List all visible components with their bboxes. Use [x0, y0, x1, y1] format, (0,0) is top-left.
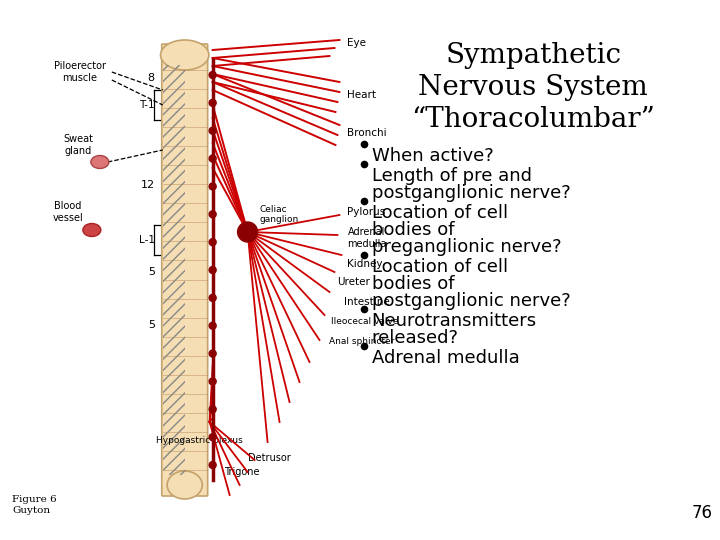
Circle shape: [210, 211, 216, 218]
Text: bodies of: bodies of: [372, 221, 454, 239]
Ellipse shape: [161, 40, 209, 70]
Circle shape: [210, 294, 216, 301]
Circle shape: [210, 434, 216, 441]
Text: postganglionic nerve?: postganglionic nerve?: [372, 184, 570, 202]
Text: preganglionic nerve?: preganglionic nerve?: [372, 238, 561, 256]
Text: Figure 6
Guyton: Figure 6 Guyton: [12, 495, 57, 515]
FancyBboxPatch shape: [162, 44, 207, 496]
Text: Ureter: Ureter: [338, 277, 370, 287]
Circle shape: [210, 155, 216, 162]
Circle shape: [238, 222, 258, 242]
Text: postganglionic nerve?: postganglionic nerve?: [372, 292, 570, 310]
Text: L-1: L-1: [139, 235, 155, 245]
Ellipse shape: [167, 471, 202, 499]
Circle shape: [210, 378, 216, 385]
Text: T-1: T-1: [139, 100, 155, 110]
Circle shape: [210, 239, 216, 246]
Text: Detrusor: Detrusor: [248, 453, 290, 463]
Circle shape: [210, 406, 216, 413]
Text: Neurotransmitters: Neurotransmitters: [372, 312, 536, 330]
Circle shape: [210, 99, 216, 106]
Circle shape: [210, 350, 216, 357]
Text: Nervous System: Nervous System: [418, 74, 648, 101]
Text: Eye: Eye: [348, 38, 366, 48]
Text: released?: released?: [372, 329, 459, 347]
Text: Hypogastric plexus: Hypogastric plexus: [156, 436, 243, 445]
Ellipse shape: [91, 156, 109, 168]
Text: Kidney: Kidney: [348, 259, 383, 269]
Text: 8: 8: [148, 73, 155, 83]
Circle shape: [210, 462, 216, 469]
Text: Sympathetic: Sympathetic: [445, 42, 621, 69]
Text: Blood
vessel: Blood vessel: [53, 201, 84, 223]
Text: 5: 5: [148, 320, 155, 330]
Ellipse shape: [83, 224, 101, 237]
Text: 76: 76: [692, 504, 713, 522]
Text: Piloerector
muscle: Piloerector muscle: [54, 61, 106, 83]
Text: 5: 5: [148, 267, 155, 277]
Text: Trigone: Trigone: [224, 467, 259, 477]
Text: Intestine: Intestine: [344, 297, 390, 307]
Text: When active?: When active?: [372, 147, 493, 165]
Text: Celiac
ganglion: Celiac ganglion: [260, 205, 299, 224]
Text: Pylorus: Pylorus: [348, 207, 386, 217]
Bar: [163, 65, 185, 475]
Text: Length of pre and: Length of pre and: [372, 167, 531, 185]
Text: Adrenal
medulla: Adrenal medulla: [348, 227, 387, 249]
Text: Location of cell: Location of cell: [372, 204, 508, 222]
Text: Location of cell: Location of cell: [372, 258, 508, 276]
Text: “Thoracolumbar”: “Thoracolumbar”: [411, 106, 655, 133]
Text: 12: 12: [140, 180, 155, 190]
Text: Heart: Heart: [348, 90, 377, 100]
Text: Sweat
gland: Sweat gland: [63, 134, 93, 156]
Circle shape: [210, 267, 216, 273]
Text: Anal sphincter: Anal sphincter: [330, 338, 395, 347]
Text: Ileocecal valve: Ileocecal valve: [331, 318, 399, 327]
Circle shape: [210, 322, 216, 329]
Text: bodies of: bodies of: [372, 275, 454, 293]
Circle shape: [210, 127, 216, 134]
Text: Bronchi: Bronchi: [348, 128, 387, 138]
Circle shape: [210, 183, 216, 190]
Circle shape: [210, 71, 216, 78]
Text: Adrenal medulla: Adrenal medulla: [372, 349, 519, 367]
